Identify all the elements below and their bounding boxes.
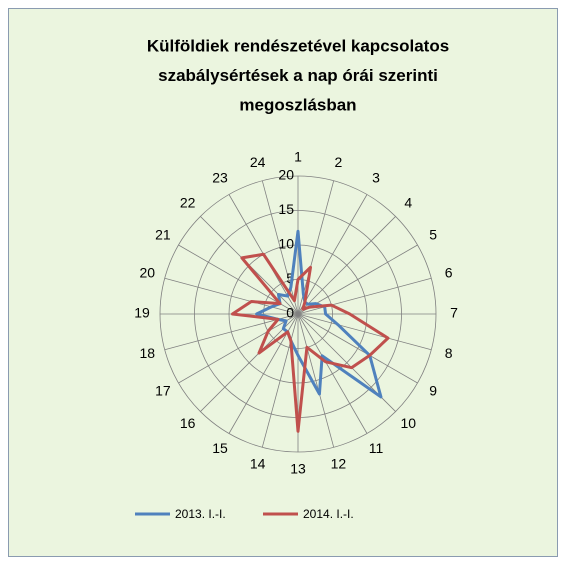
legend-label: 2013. I.-I.	[175, 507, 226, 521]
y-tick-label: 5	[286, 270, 294, 286]
chart-title: Külföldiek rendészetével kapcsolatos	[147, 36, 449, 55]
chart-title: szabálysértések a nap órái szerinti	[158, 66, 438, 85]
category-label: 6	[445, 264, 453, 280]
category-label: 8	[445, 345, 453, 361]
category-label: 20	[140, 264, 156, 280]
category-label: 5	[429, 227, 437, 243]
chart-title: megoszlásban	[239, 95, 356, 114]
category-label: 7	[450, 305, 458, 321]
category-label: 9	[429, 383, 437, 399]
category-label: 10	[401, 415, 417, 431]
category-label: 19	[134, 305, 150, 321]
grid-ring	[159, 175, 437, 453]
category-label: 18	[140, 345, 156, 361]
category-label: 1	[294, 149, 302, 165]
category-label: 15	[212, 440, 228, 456]
category-label: 21	[155, 227, 171, 243]
category-label: 12	[331, 455, 347, 471]
category-label: 13	[290, 461, 306, 477]
category-label: 14	[250, 455, 266, 471]
category-label: 24	[250, 154, 266, 170]
category-label: 3	[372, 170, 380, 186]
y-tick-label: 15	[278, 201, 294, 217]
category-label: 16	[180, 415, 196, 431]
y-tick-label: 10	[278, 236, 294, 252]
category-label: 4	[404, 194, 412, 210]
y-tick-label: 0	[286, 305, 294, 321]
category-label: 2	[334, 154, 342, 170]
legend-label: 2014. I.-I.	[303, 507, 354, 521]
y-tick-label: 20	[278, 167, 294, 183]
category-label: 17	[155, 383, 171, 399]
category-label: 11	[369, 440, 384, 456]
category-label: 22	[180, 194, 196, 210]
category-label: 23	[212, 170, 228, 186]
series-line	[230, 252, 390, 433]
